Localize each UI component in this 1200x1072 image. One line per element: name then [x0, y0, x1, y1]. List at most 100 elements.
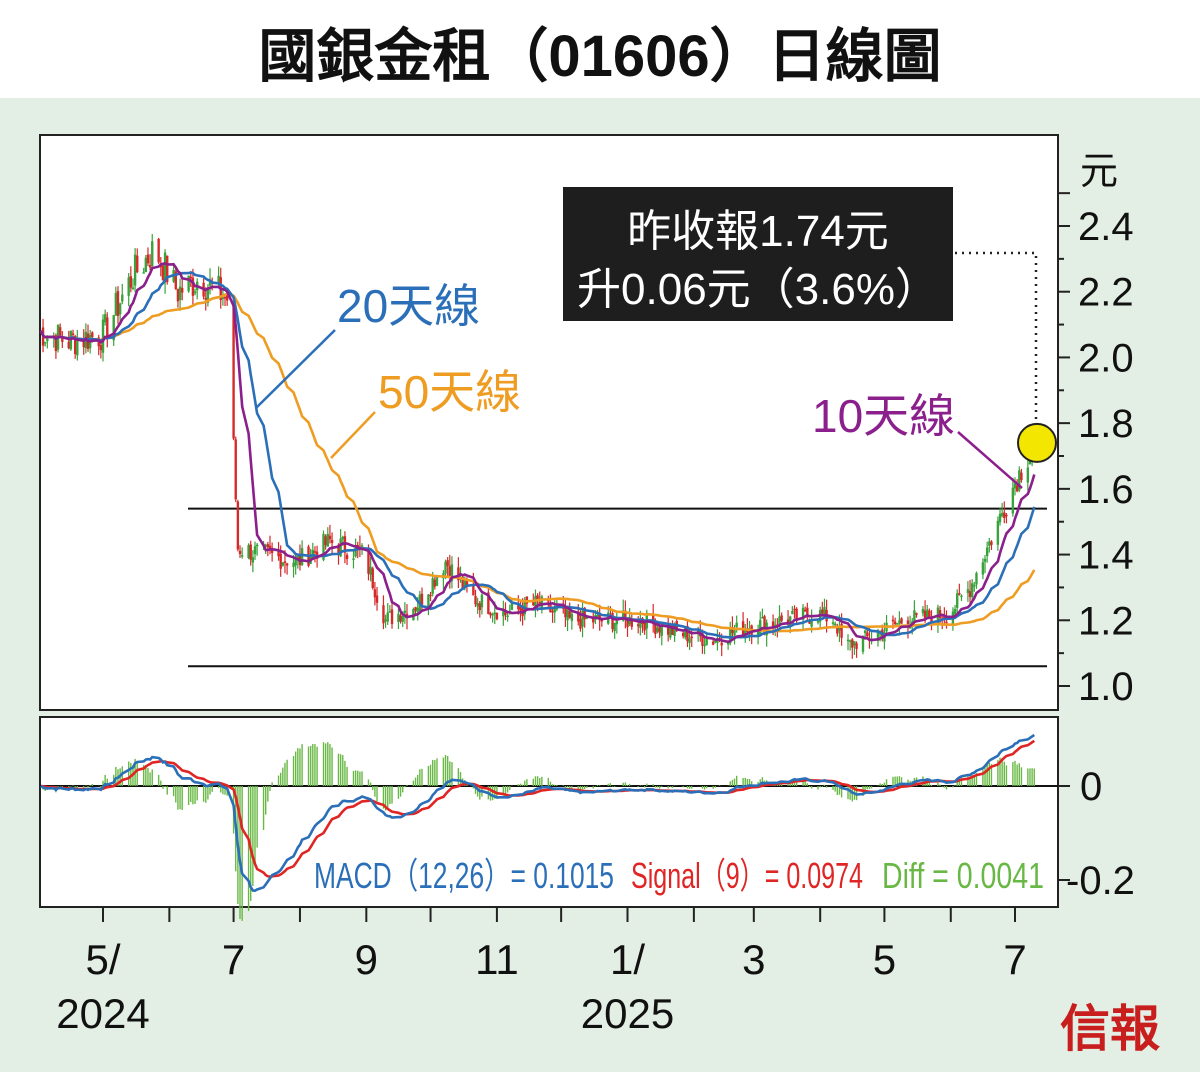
- candle-body: [532, 601, 535, 606]
- candle-body: [774, 624, 777, 627]
- candle-body: [142, 272, 145, 274]
- candle-body: [118, 303, 122, 315]
- candle-body: [296, 555, 300, 559]
- candle-body: [705, 639, 708, 645]
- candle-body: [43, 341, 47, 344]
- ma10-pointer: [957, 431, 1023, 489]
- title-background: [0, 0, 1200, 98]
- candle-body: [998, 513, 1002, 523]
- candle-body: [236, 501, 240, 550]
- candle-body: [328, 535, 332, 540]
- candle-body: [341, 537, 344, 540]
- candle-body: [82, 339, 85, 348]
- candle-body: [487, 592, 490, 615]
- candle-body: [686, 626, 689, 642]
- candle-body: [831, 622, 835, 624]
- candle-body: [519, 607, 522, 611]
- candle-body: [384, 619, 387, 622]
- candle-body: [876, 632, 880, 641]
- candle-body: [54, 335, 58, 352]
- candle-body: [985, 547, 989, 557]
- price-tick: 1.4: [1058, 534, 1134, 578]
- candle-body: [131, 287, 135, 289]
- candle-body: [71, 333, 75, 335]
- candle-body: [896, 623, 899, 625]
- candle-body: [968, 591, 972, 597]
- candle-body: [669, 625, 672, 638]
- candle-body: [913, 610, 916, 622]
- candle-body: [420, 593, 424, 605]
- price-tick: 1.0: [1058, 665, 1134, 709]
- candle-body: [495, 613, 499, 620]
- candle-body: [480, 594, 484, 608]
- candle-body: [953, 608, 957, 615]
- candle-body: [292, 562, 295, 568]
- candle-body: [861, 635, 865, 652]
- candle-body: [639, 619, 642, 628]
- candle-body: [133, 254, 137, 286]
- candle-body: [360, 545, 364, 547]
- candle-body: [810, 620, 813, 627]
- price-tick: 1.6: [1058, 468, 1134, 512]
- price-tick: 2.2: [1058, 271, 1134, 315]
- candle-body: [386, 612, 389, 622]
- macd-legend-diff: Diff = 0.0041: [882, 855, 1044, 896]
- candle-body: [373, 589, 377, 598]
- candle-body: [703, 644, 706, 647]
- candle-body: [808, 620, 811, 624]
- candle-body: [906, 620, 910, 628]
- candle-body: [390, 609, 394, 625]
- candle-body: [626, 617, 629, 628]
- candle-body: [564, 605, 567, 618]
- candle-body: [791, 610, 794, 615]
- candle-body: [756, 631, 760, 636]
- candle-body: [367, 548, 370, 574]
- macd-panel: [39, 716, 1059, 908]
- candle-body: [403, 610, 407, 614]
- candle-body: [91, 332, 94, 337]
- candle-body: [268, 545, 272, 551]
- ma50-line: [39, 292, 1036, 633]
- candle-body: [270, 549, 274, 553]
- candle-body: [67, 341, 70, 349]
- candle-body: [996, 520, 1000, 545]
- candle-body: [159, 265, 163, 268]
- candle-body: [388, 611, 392, 613]
- candle-body: [225, 293, 229, 301]
- candle-body: [891, 619, 895, 622]
- candle-body: [174, 271, 177, 289]
- macd-tick-label: -0.2: [1066, 859, 1135, 903]
- candle-body: [517, 605, 520, 610]
- candle-body: [369, 567, 372, 575]
- price-tick-label: 1.2: [1078, 599, 1134, 643]
- candle-body: [866, 632, 869, 637]
- candle-body: [58, 327, 62, 336]
- candle-body: [592, 616, 595, 623]
- candle-body: [893, 621, 897, 625]
- candle-body: [583, 607, 586, 620]
- y-axis-unit-label: 元: [1080, 151, 1118, 193]
- candle-body: [382, 605, 385, 624]
- candle-body: [821, 609, 824, 614]
- moving-average-lines: [39, 262, 1036, 644]
- candle-body: [795, 608, 798, 621]
- candle-body: [637, 624, 640, 627]
- macd-legend-signal: Signal（9）= 0.0974: [631, 855, 863, 896]
- candle-body: [474, 595, 477, 605]
- candle-body: [681, 633, 685, 637]
- candle-body: [955, 593, 959, 608]
- candle-body: [630, 618, 633, 627]
- candle-body: [322, 533, 325, 560]
- candle-body: [688, 638, 691, 644]
- candle-body: [1000, 512, 1004, 517]
- candle-body: [771, 621, 775, 627]
- candle-body: [660, 624, 663, 636]
- candle-body: [763, 616, 766, 633]
- candle-body: [611, 613, 614, 630]
- candle-body: [371, 568, 374, 589]
- candle-body: [780, 615, 783, 621]
- candle-body: [666, 623, 670, 635]
- price-tick: 1.2: [1058, 599, 1134, 643]
- candle-body: [337, 544, 340, 554]
- chart-title: 國銀金租（01606）日線圖: [258, 24, 941, 89]
